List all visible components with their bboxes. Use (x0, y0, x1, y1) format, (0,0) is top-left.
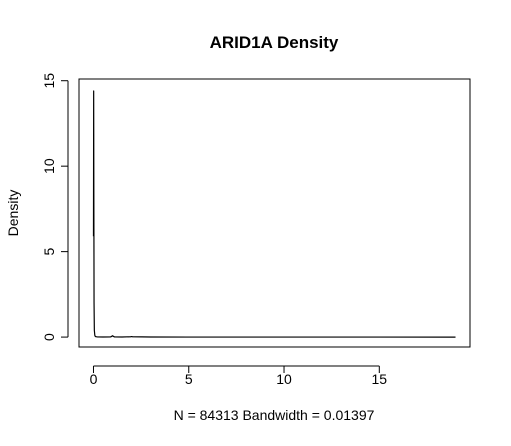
series-layer (92, 90, 456, 338)
plot-frame (78, 78, 471, 348)
y-axis-label: Density (5, 190, 21, 237)
x-tick-label: 10 (276, 371, 292, 387)
y-tick-label: 10 (41, 158, 57, 174)
x-axis-label: N = 84313 Bandwidth = 0.01397 (174, 407, 375, 423)
y-tick-label: 5 (41, 248, 57, 256)
y-tick-label: 0 (41, 333, 57, 341)
x-tick-label: 0 (90, 371, 98, 387)
x-tick-label: 5 (185, 371, 193, 387)
density-line (92, 90, 456, 338)
y-axis: 0 5 10 15 (41, 73, 69, 341)
y-tick-label: 15 (41, 73, 57, 89)
x-tick-label: 15 (372, 371, 388, 387)
x-axis: 0 5 10 15 (90, 365, 388, 387)
chart-title: ARID1A Density (210, 33, 339, 52)
